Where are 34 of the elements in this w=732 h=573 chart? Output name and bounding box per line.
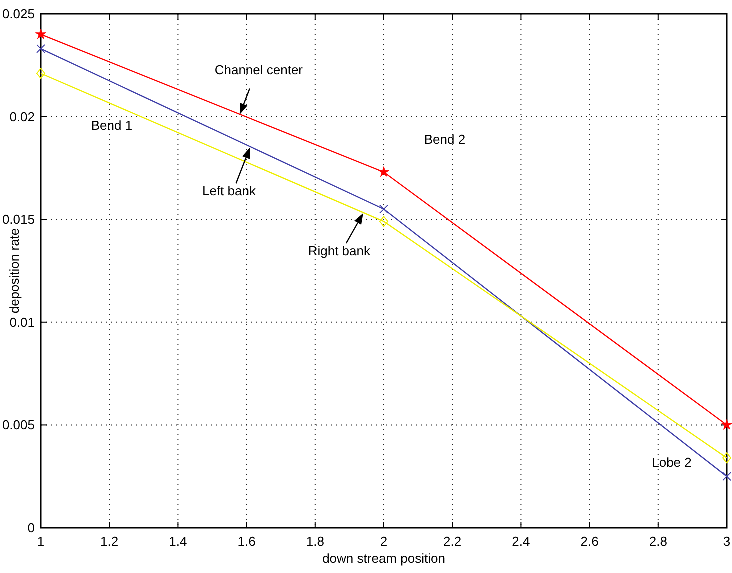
x-tick-label: 1 — [37, 534, 45, 549]
point — [722, 472, 732, 482]
point — [36, 68, 46, 80]
annotation: Bend 2 — [424, 132, 466, 147]
annotation: Channel center — [214, 62, 304, 78]
point — [722, 452, 732, 464]
point — [380, 204, 388, 214]
y-axis-title: deposition rate — [7, 228, 22, 314]
annotation: Lobe 2 — [652, 455, 692, 470]
point — [378, 166, 390, 178]
y-tick-label: 0.005 — [2, 418, 35, 433]
point — [722, 419, 732, 430]
point — [36, 44, 46, 54]
x-tick-label: 1.6 — [238, 534, 256, 549]
x-tick-label: 2.6 — [580, 534, 599, 549]
x-tick-label: 1.8 — [306, 534, 324, 549]
x-tick-label: 1.2 — [100, 534, 119, 549]
x-axis-title: down stream position — [322, 551, 446, 566]
annotation: Bend 1 — [91, 118, 133, 133]
x-tick-label: 2.2 — [444, 534, 462, 549]
annotation: Right bank — [308, 243, 371, 258]
point — [36, 28, 46, 40]
point — [380, 216, 388, 228]
y-tick-label: 0.015 — [2, 212, 35, 228]
x-tick-label: 2.8 — [649, 534, 668, 549]
x-tick-label: 2 — [380, 534, 388, 549]
y-tick-label: 0 — [28, 520, 35, 536]
y-tick-label: 0.02 — [10, 109, 35, 124]
y-tick-label: 0.01 — [10, 314, 35, 330]
x-tick-label: 3 — [723, 534, 731, 549]
annotation: Left bank — [202, 184, 256, 199]
x-tick-label: 2.4 — [512, 534, 530, 549]
y-tick-label: 0.025 — [2, 6, 35, 22]
x-tick-label: 1.4 — [169, 534, 188, 549]
